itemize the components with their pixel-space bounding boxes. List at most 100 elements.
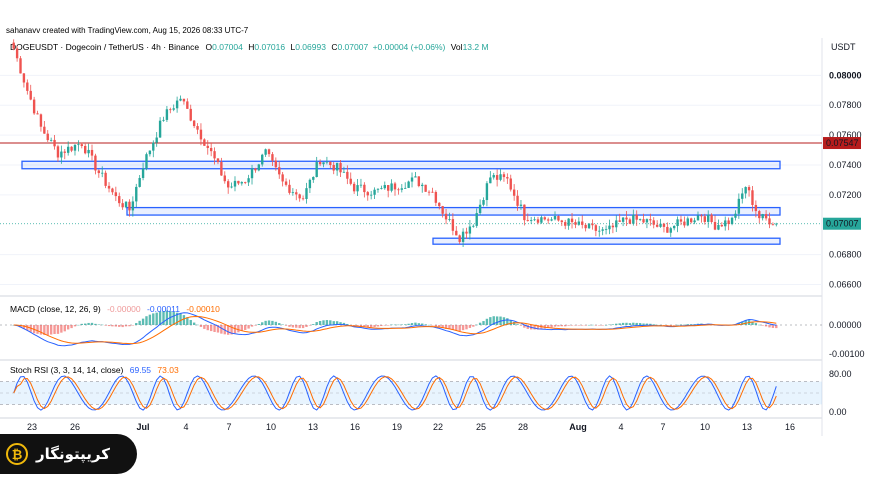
candle-body [417, 176, 421, 187]
time-tick-label: 25 [476, 422, 486, 432]
macd-histogram-bar [492, 316, 495, 325]
candle-body [553, 216, 557, 220]
macd-histogram-bar [407, 323, 410, 325]
macd-histogram-bar [438, 325, 441, 328]
candle-body [257, 164, 261, 171]
candle-body [410, 177, 414, 182]
macd-histogram-bar [758, 324, 761, 326]
macd-histogram-bar [553, 325, 557, 327]
candle-body [727, 220, 730, 224]
candle-body [689, 218, 693, 223]
macd-histogram-bar [472, 325, 475, 327]
macd-histogram-bar [363, 325, 366, 328]
candle-body [22, 73, 26, 83]
macd-histogram-bar [386, 325, 390, 326]
macd-histogram-bar [46, 325, 49, 336]
open-value: 0.07004 [212, 42, 243, 52]
candle-body [29, 90, 32, 100]
candle-body [587, 223, 591, 229]
candle-body [49, 139, 53, 141]
macd-histogram-bar [213, 325, 216, 332]
macd-histogram-bar [56, 325, 60, 334]
candle-body [39, 114, 43, 127]
macd-histogram-bar [383, 325, 386, 326]
macd-histogram-bar [567, 325, 570, 326]
candle-body [104, 172, 107, 186]
macd-histogram-bar [431, 325, 434, 326]
candle-body [186, 101, 189, 109]
candle-body [206, 145, 209, 148]
candle-body [730, 217, 734, 224]
macd-histogram-bar [295, 325, 298, 328]
macd-histogram-bar [165, 310, 169, 325]
candle-body [615, 220, 618, 228]
macd-histogram-bar [162, 311, 165, 325]
candle-body [570, 218, 574, 223]
candle-body [118, 196, 121, 204]
macd-histogram-bar [322, 320, 325, 325]
candle-body [70, 146, 73, 151]
brand-name: کریپتونگار [36, 445, 110, 463]
macd-histogram-bar [441, 325, 444, 329]
macd-histogram-bar [189, 320, 192, 325]
candle-body [502, 174, 506, 178]
macd-histogram-bar [325, 320, 329, 325]
candle-body [679, 219, 683, 222]
macd-histogram-bar [489, 317, 492, 325]
candle-body [608, 225, 611, 230]
candle-body [669, 228, 672, 233]
macd-histogram-bar [53, 325, 56, 334]
candle-body [32, 99, 36, 114]
macd-tick-zero: 0.00000 [829, 320, 862, 330]
candle-body [356, 185, 359, 192]
macd-histogram-bar [342, 322, 346, 325]
macd-histogram-bar [404, 324, 407, 325]
macd-histogram-bar [608, 324, 611, 326]
macd-histogram-bar [107, 325, 111, 327]
macd-pane [0, 310, 822, 347]
macd-histogram-bar [19, 325, 22, 328]
candle-body [325, 161, 329, 163]
macd-histogram-bar [509, 320, 512, 325]
macd-histogram-bar [669, 325, 672, 326]
candle-body [523, 204, 526, 221]
macd-histogram-bar [485, 318, 489, 325]
candle-body [557, 216, 560, 221]
candle-body [295, 192, 298, 195]
candle-body [577, 221, 581, 225]
macd-histogram-bar [39, 325, 43, 335]
macd-histogram-bar [581, 325, 584, 326]
macd-histogram-bar [26, 325, 29, 331]
macd-histogram-bar [281, 324, 284, 325]
candle-body [250, 168, 254, 179]
macd-histogram-bar [628, 323, 632, 325]
candle-body [543, 217, 546, 220]
macd-histogram-bar [751, 321, 754, 325]
candle-body [124, 201, 128, 208]
macd-histogram-bar [393, 324, 397, 326]
candle-body [213, 151, 216, 159]
macd-histogram-bar [135, 323, 138, 325]
candle-body [747, 187, 751, 191]
candle-body [574, 222, 577, 225]
macd-histogram-bar [49, 325, 53, 335]
macd-histogram-bar [591, 324, 594, 326]
price-tick-label: 0.07600 [829, 130, 862, 140]
candle-body [621, 217, 625, 222]
candle-body [165, 109, 169, 120]
candle-body [114, 192, 118, 197]
candle-body [169, 109, 172, 111]
candle-body [172, 108, 175, 110]
macd-histogram-bar [131, 325, 135, 326]
macd-histogram-bar [621, 322, 625, 325]
candle-body [560, 220, 564, 223]
macd-histogram-bar [359, 325, 363, 327]
candle-body [66, 146, 70, 153]
candle-body [495, 175, 499, 180]
macd-histogram-bar [312, 324, 315, 325]
macd-histogram-bar [642, 323, 645, 325]
candle-body [366, 192, 369, 196]
macd-histogram-bar [598, 325, 601, 326]
macd-histogram-bar [601, 325, 604, 326]
macd-histogram-bar [373, 325, 376, 328]
